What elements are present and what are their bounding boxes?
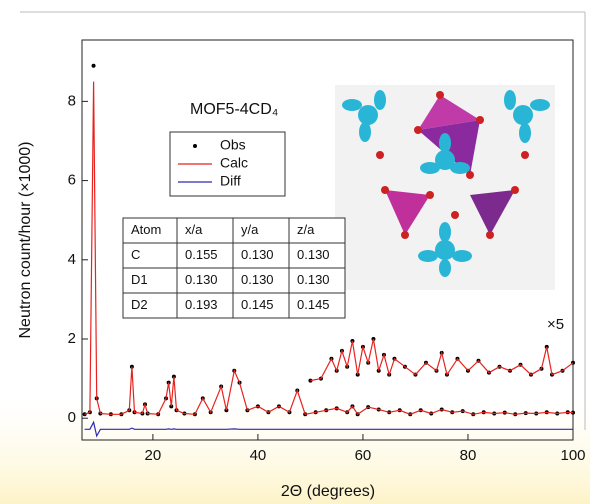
table-header: Atom — [131, 222, 161, 237]
molecule-illustration — [335, 85, 555, 290]
table-cell: C — [131, 247, 140, 262]
table-header: x/a — [185, 222, 203, 237]
table-cell: 0.130 — [297, 272, 330, 287]
table-cell: 0.130 — [185, 272, 218, 287]
table-header: y/a — [241, 222, 259, 237]
x-tick-label: 20 — [145, 447, 162, 464]
plot-frame — [81, 39, 574, 441]
x-tick-label: 60 — [355, 447, 372, 464]
y-tick-label: 0 — [68, 409, 76, 426]
legend-marker — [193, 144, 197, 148]
x-axis-label: 2Θ (degrees) — [281, 483, 375, 500]
table-cell: 0.145 — [297, 297, 330, 312]
table-cell: D2 — [131, 297, 148, 312]
table-cell: 0.155 — [185, 247, 218, 262]
legend-label: Obs — [220, 137, 246, 153]
table-cell: 0.130 — [241, 272, 274, 287]
table-cell: 0.145 — [241, 297, 274, 312]
table-cell: 0.130 — [297, 247, 330, 262]
magnified-calc-line — [310, 338, 574, 382]
y-tick-label: 6 — [68, 172, 76, 189]
legend-label: Calc — [220, 155, 248, 171]
table-cell: D1 — [131, 272, 148, 287]
x-tick-label: 40 — [250, 447, 267, 464]
table-cell: 0.130 — [241, 247, 274, 262]
y-tick-label: 8 — [68, 92, 76, 109]
y-axis-label: Neutron count/hour (×1000) — [17, 141, 34, 338]
magnification-label: ×5 — [547, 316, 564, 333]
legend-label: Diff — [220, 173, 241, 189]
calc-line — [84, 81, 574, 416]
x-tick-label: 80 — [460, 447, 477, 464]
sample-label: MOF5-4CD₄ — [190, 101, 278, 118]
y-tick-label: 2 — [68, 330, 76, 347]
diff-line — [84, 420, 573, 438]
obs-point — [91, 63, 96, 68]
y-tick-label: 4 — [68, 251, 76, 268]
table-cell: 0.193 — [185, 297, 218, 312]
x-tick-label: 100 — [560, 447, 585, 464]
table-header: z/a — [297, 222, 315, 237]
background-glow — [0, 400, 590, 504]
